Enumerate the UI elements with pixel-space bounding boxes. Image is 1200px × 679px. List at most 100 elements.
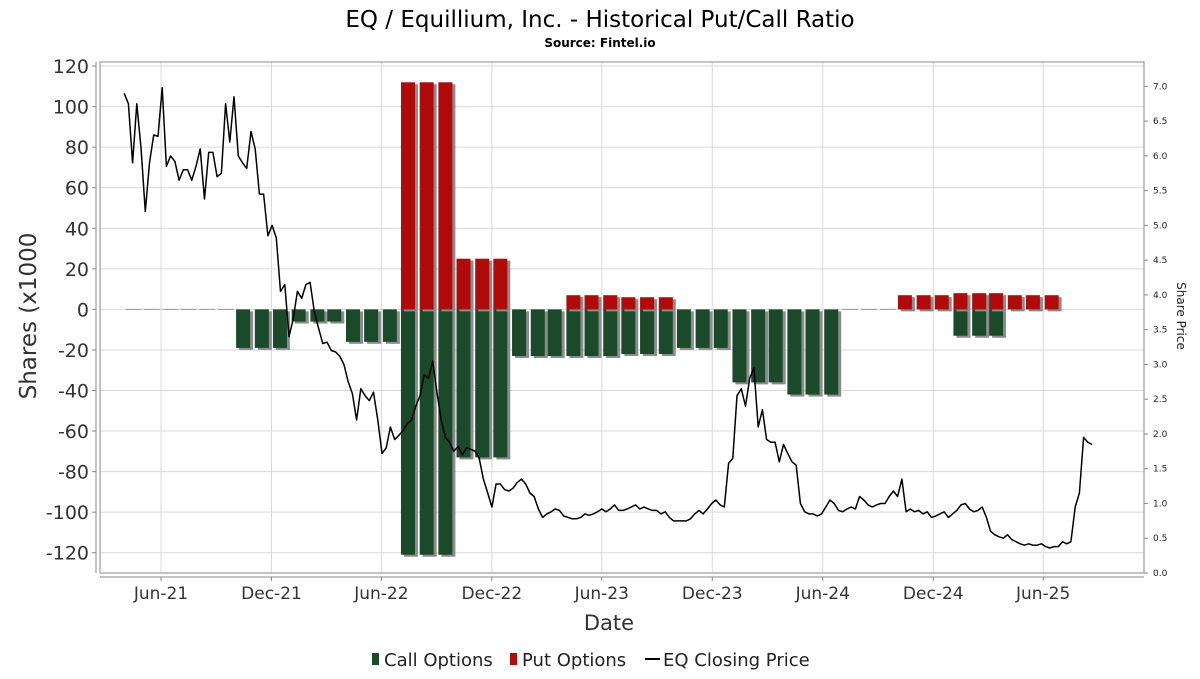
call-bar [805, 309, 820, 395]
y-tick-label: 0 [77, 299, 89, 321]
legend-swatch-put [510, 653, 517, 665]
call-bar [400, 309, 415, 555]
y2-tick-label: 3.0 [1153, 360, 1168, 370]
y2-tick-label: 3.5 [1153, 326, 1167, 336]
call-bar [824, 309, 839, 395]
call-bar [953, 309, 968, 336]
y2-axis-label: Share Price [1174, 282, 1188, 350]
y-tick-label: 40 [65, 218, 89, 240]
y-axis-label: Shares (x1000 [16, 233, 42, 400]
call-bar [530, 309, 545, 357]
put-bar [456, 258, 471, 310]
call-bar [658, 309, 673, 354]
legend-swatch-call [372, 653, 379, 665]
x-tick-label: Jun-22 [353, 584, 408, 604]
call-bar [547, 309, 562, 357]
y2-tick-label: 7.0 [1153, 82, 1168, 92]
x-tick-label: Jun-25 [1015, 584, 1070, 604]
put-bar [934, 295, 949, 310]
y2-tick-label: 5.0 [1153, 221, 1168, 231]
bars [125, 82, 1062, 557]
y-tick-label: -80 [58, 462, 89, 484]
put-bar [897, 295, 912, 310]
call-bar [713, 309, 728, 348]
put-bar [419, 82, 434, 310]
y2-tick-label: 4.5 [1153, 256, 1167, 266]
legend: Call Options Put Options EQ Closing Pric… [372, 650, 810, 671]
chart-subtitle: Source: Fintel.io [544, 36, 655, 50]
y2-tick-label: 6.0 [1153, 152, 1168, 162]
put-bar [640, 297, 655, 310]
put-bar [493, 258, 508, 310]
y-tick-label: -20 [58, 340, 89, 362]
y2-tick-label: 0.5 [1153, 534, 1167, 544]
call-bar [751, 309, 766, 383]
x-tick-label: Jun-24 [795, 584, 850, 604]
call-bar [787, 309, 802, 395]
call-bar [768, 309, 783, 383]
x-tick-label: Jun-21 [133, 584, 188, 604]
y2-tick-label: 6.5 [1153, 117, 1167, 127]
y-tick-label: 60 [65, 178, 89, 200]
y2-tick-label: 2.5 [1153, 395, 1167, 405]
put-bar [989, 293, 1004, 310]
y2-tick-label: 1.0 [1153, 499, 1168, 509]
call-bar [254, 309, 269, 348]
x-axis-label: Date [584, 611, 634, 635]
x-tick-label: Jun-23 [574, 584, 629, 604]
x-tick-label: Dec-24 [903, 584, 964, 604]
y-tick-label: 100 [53, 97, 89, 119]
legend-label-price: EQ Closing Price [663, 650, 810, 671]
y2-tick-labels: 7.0 6.5 6.0 5.5 5.0 4.5 4.0 3.5 3.0 2.5 2.0 1.5 1.0 0… [1153, 82, 1168, 579]
y-tick-label: 80 [65, 137, 89, 159]
call-bar [566, 309, 581, 357]
put-bar [1007, 295, 1022, 310]
put-bar [584, 295, 599, 310]
price-line [123, 86, 1093, 549]
put-bar [621, 297, 636, 310]
put-bar [658, 297, 673, 310]
call-bar [364, 309, 379, 342]
y-tick-label: -40 [58, 381, 89, 403]
y2-tick-label: 0.0 [1153, 569, 1168, 579]
call-bar [603, 309, 618, 357]
call-bar [382, 309, 397, 342]
put-bar [916, 295, 931, 310]
y-tick-label: -120 [46, 543, 89, 565]
x-tick-label: Dec-22 [462, 584, 523, 604]
call-bar [272, 309, 287, 348]
call-bar [438, 309, 453, 555]
call-bar [695, 309, 710, 348]
call-bar [989, 309, 1004, 336]
put-bar [972, 293, 987, 310]
call-bar [310, 309, 325, 322]
y2-tick-label: 4.0 [1153, 291, 1168, 301]
put-bar [475, 258, 490, 310]
y2-tick-label: 1.5 [1153, 465, 1167, 475]
chart-title: EQ / Equillium, Inc. - Historical Put/Ca… [345, 7, 854, 33]
y2-tick-label: 2.0 [1153, 430, 1168, 440]
call-bar [640, 309, 655, 354]
call-bar [345, 309, 360, 342]
call-bar [419, 309, 434, 555]
y-tick-label: -60 [58, 421, 89, 443]
put-bar [603, 295, 618, 310]
call-bar [291, 309, 306, 322]
call-bar [621, 309, 636, 354]
y2-tick-label: 5.5 [1153, 187, 1167, 197]
call-bar [512, 309, 527, 357]
call-bar [732, 309, 747, 383]
put-bar [953, 293, 968, 310]
legend-label-put: Put Options [522, 650, 626, 671]
call-bar [493, 309, 508, 458]
legend-label-call: Call Options [384, 650, 493, 671]
x-tick-label: Dec-23 [682, 584, 743, 604]
call-bar [456, 309, 471, 458]
put-bar [1025, 295, 1040, 310]
y-tick-labels: 120 100 80 60 40 20 0 -20 -40 -60 -80 -100 -120 [46, 56, 89, 565]
plot-frame [99, 61, 1145, 574]
y-tick-label: 120 [53, 56, 89, 78]
call-bar [972, 309, 987, 336]
call-bar [584, 309, 599, 357]
